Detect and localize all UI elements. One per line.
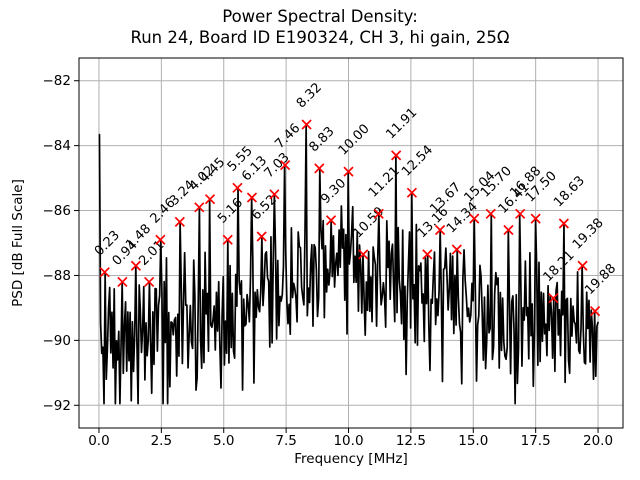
peak-marker — [99, 267, 110, 278]
y-tick-label: −82 — [43, 73, 72, 89]
x-marker-icon — [515, 208, 526, 219]
x-marker-icon — [391, 150, 402, 161]
x-marker-icon — [222, 234, 233, 245]
peak-marker — [246, 192, 258, 203]
chart-title-line1: Power Spectral Density: — [222, 7, 418, 26]
peak-marker — [434, 224, 446, 236]
peak-marker — [558, 218, 569, 229]
axis-ticks — [74, 80, 599, 433]
peak-marker — [301, 119, 312, 130]
x-marker-icon — [232, 182, 243, 193]
y-tick-label: −90 — [43, 333, 72, 349]
x-marker-icon — [204, 194, 216, 205]
x-tick-label: 17.5 — [521, 433, 551, 449]
x-marker-icon — [558, 218, 569, 229]
x-marker-icon — [194, 202, 205, 213]
x-tick-label: 0.0 — [88, 433, 109, 449]
x-marker-icon — [155, 234, 166, 245]
x-marker-icon — [451, 244, 462, 255]
x-tick-label: 2.5 — [151, 433, 172, 449]
x-tick-label: 7.5 — [275, 433, 296, 449]
peak-marker — [358, 249, 369, 260]
axes-frame — [78, 57, 624, 429]
peak-marker — [422, 249, 433, 260]
x-marker-icon — [548, 293, 559, 304]
peak-marker — [232, 182, 243, 193]
x-marker-icon — [130, 260, 141, 271]
peak-marker — [194, 202, 205, 213]
peak-marker — [204, 194, 216, 205]
peak-marker — [515, 208, 526, 219]
y-tick-label: −92 — [43, 398, 72, 414]
peak-marker — [314, 163, 325, 174]
peak-marker — [485, 208, 496, 219]
x-marker-icon — [373, 208, 384, 219]
peak-marker — [222, 234, 233, 245]
x-marker-icon — [117, 276, 128, 288]
x-marker-icon — [325, 215, 337, 226]
x-marker-icon — [99, 267, 110, 278]
peak-marker — [589, 306, 601, 317]
x-marker-icon — [144, 276, 155, 288]
x-tick-label: 15.0 — [458, 433, 488, 449]
y-tick-label: −86 — [43, 203, 72, 219]
y-tick-label: −84 — [43, 138, 72, 154]
peak-marker — [577, 260, 588, 271]
x-marker-icon — [301, 119, 312, 130]
peak-marker — [343, 166, 354, 177]
tick-labels: 0.0 2.5 5.0 7.5 10.0 12.5 15.0 17.5 20.0 −82 −84 −8… — [43, 73, 614, 449]
peak-marker — [406, 187, 417, 198]
peak-marker — [117, 276, 128, 288]
peak-marker — [373, 208, 384, 219]
x-marker-icon — [406, 187, 417, 198]
x-tick-label: 5.0 — [213, 433, 234, 449]
chart-title-line2: Run 24, Board ID E190324, CH 3, hi gain,… — [131, 28, 510, 47]
peak-marker — [144, 276, 155, 288]
x-marker-icon — [314, 163, 325, 174]
x-tick-label: 10.0 — [333, 433, 363, 449]
x-marker-icon — [589, 306, 601, 317]
peak-marker — [155, 234, 166, 245]
peak-marker — [269, 189, 280, 200]
y-tick-label: −88 — [43, 268, 72, 284]
x-marker-icon — [503, 224, 514, 236]
peak-marker — [256, 231, 267, 242]
peak-marker — [503, 224, 514, 236]
x-marker-icon — [269, 189, 280, 200]
peak-marker — [391, 150, 402, 161]
x-marker-icon — [530, 213, 541, 224]
x-tick-label: 12.5 — [396, 433, 426, 449]
x-marker-icon — [246, 192, 258, 203]
x-marker-icon — [256, 231, 267, 242]
peak-marker — [130, 260, 141, 271]
x-marker-icon — [280, 160, 291, 171]
peak-marker — [548, 293, 559, 304]
x-marker-icon — [343, 166, 354, 177]
peak-marker — [469, 213, 480, 224]
psd-trace — [98, 123, 599, 405]
x-marker-icon — [422, 249, 433, 260]
peak-marker — [280, 160, 291, 171]
peak-marker — [451, 244, 462, 255]
x-marker-icon — [485, 208, 496, 219]
peak-marker — [530, 213, 541, 224]
x-marker-icon — [577, 260, 588, 271]
x-marker-icon — [358, 249, 369, 260]
peak-marker — [174, 216, 185, 228]
x-axis-label: Frequency [MHz] — [294, 451, 407, 467]
peak-marker — [325, 215, 337, 226]
grid-lines — [79, 58, 623, 428]
x-marker-icon — [469, 213, 480, 224]
peak-markers — [99, 119, 601, 317]
x-marker-icon — [174, 216, 185, 228]
x-tick-label: 20.0 — [583, 433, 613, 449]
x-marker-icon — [434, 224, 446, 236]
y-axis-label: PSD [dB Full Scale] — [10, 179, 26, 307]
